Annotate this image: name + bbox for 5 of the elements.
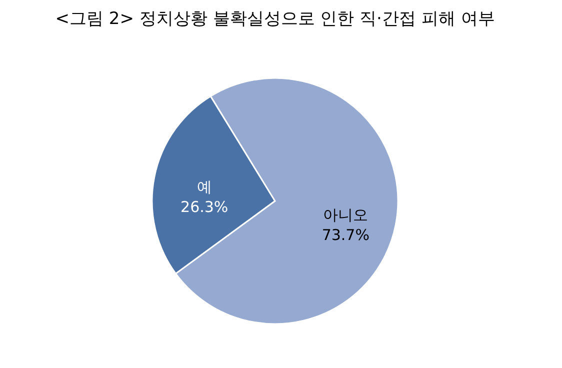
chart-title: <그림 2> 정치상황 불확실성으로 인한 직·간접 피해 여부 (55, 9, 495, 29)
slice-label: 아니오 (323, 206, 368, 224)
data-label: 26.3% (180, 198, 228, 216)
slice-label: 예 (196, 178, 212, 196)
data-label: 73.7% (322, 226, 370, 244)
